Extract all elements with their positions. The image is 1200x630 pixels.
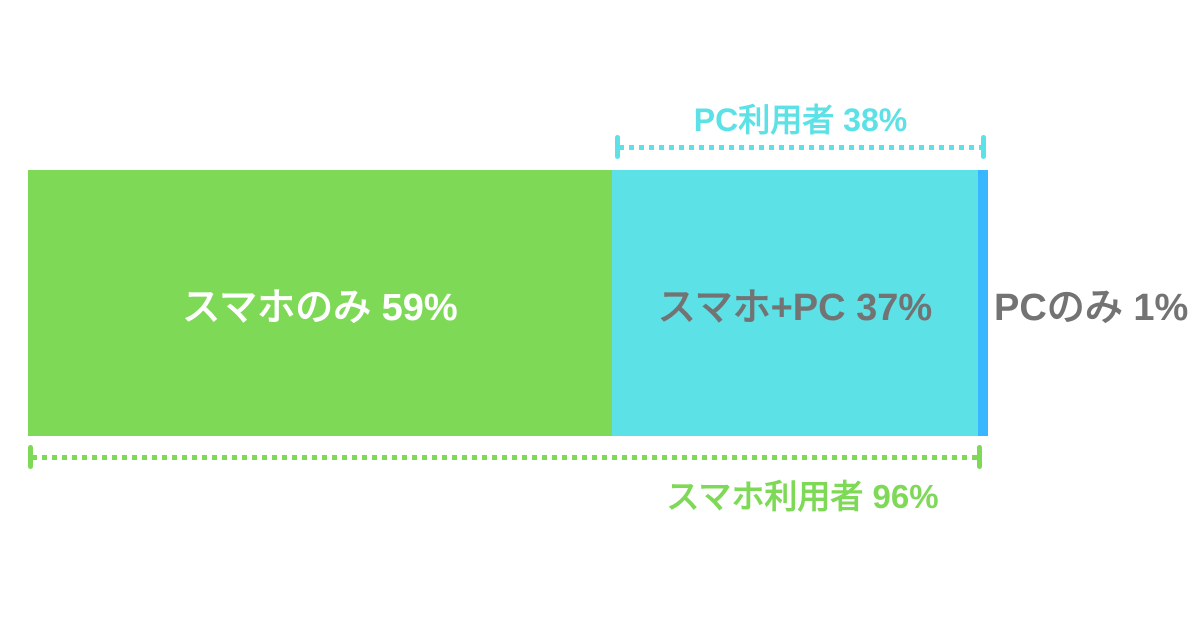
pc-users-bracket-label: PC利用者 38% — [693, 102, 908, 138]
segment-smartphone-and-pc: スマホ+PC 37% — [611, 170, 978, 436]
segment-smartphone-only-label: スマホのみ 59% — [182, 286, 458, 329]
segment-pc-only — [978, 170, 988, 436]
bracket-left-cap — [28, 445, 33, 469]
bracket-right-cap — [981, 135, 986, 159]
bracket-dotted-line — [32, 455, 978, 460]
stacked-bar: スマホのみ 59% スマホ+PC 37% — [28, 170, 988, 436]
bracket-left-cap — [615, 135, 620, 159]
segment-smartphone-and-pc-label: スマホ+PC 37% — [657, 286, 933, 329]
smartphone-users-bracket — [28, 445, 982, 469]
segment-smartphone-only: スマホのみ 59% — [28, 170, 612, 436]
smartphone-users-bracket-label: スマホ利用者 96% — [666, 478, 939, 515]
pc-users-bracket — [615, 135, 986, 159]
bracket-dotted-line — [619, 145, 982, 150]
bracket-right-cap — [977, 445, 982, 469]
segment-pc-only-label: PCのみ 1% — [994, 286, 1189, 329]
